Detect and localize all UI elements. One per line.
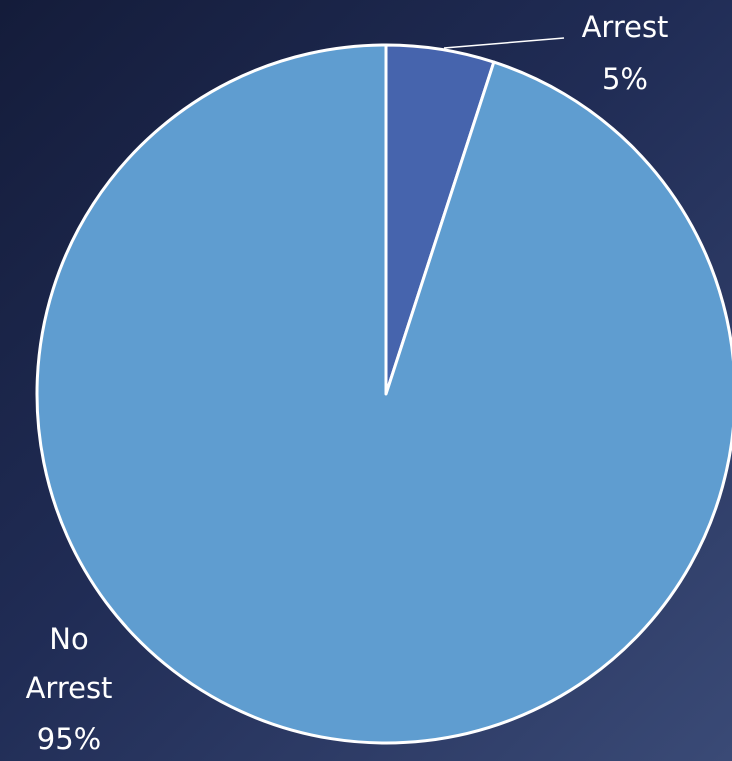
arrest-leader-line <box>443 37 565 49</box>
pie-slices <box>35 43 732 745</box>
data-label-no-arrest-percent: 95% <box>37 722 101 756</box>
data-label-arrest-percent: 5% <box>602 62 648 96</box>
pie-slice-no-arrest <box>35 43 732 745</box>
data-label-no-arrest-name-1: No <box>49 622 88 656</box>
data-label-arrest-name: Arrest <box>582 10 669 44</box>
data-label-no-arrest-name-2: Arrest <box>26 671 113 705</box>
